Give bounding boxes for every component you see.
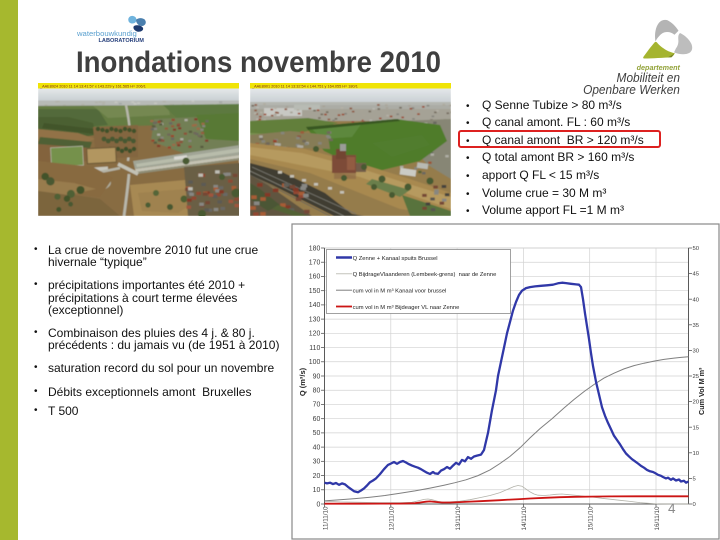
svg-text:Q BijdrageVlaanderen (Lembeek-: Q BijdrageVlaanderen (Lembeek-grens) naa… <box>353 272 497 278</box>
svg-text:50: 50 <box>693 246 700 252</box>
svg-text:180: 180 <box>309 245 321 252</box>
svg-text:0: 0 <box>693 502 697 508</box>
svg-text:13/11/10: 13/11/10 <box>455 506 462 531</box>
svg-text:150: 150 <box>309 288 321 295</box>
svg-text:30: 30 <box>693 349 700 355</box>
svg-text:30: 30 <box>313 459 321 466</box>
svg-text:100: 100 <box>309 359 321 366</box>
svg-text:12/11/10: 12/11/10 <box>389 506 396 531</box>
svg-text:14/11/10: 14/11/10 <box>521 506 528 531</box>
svg-text:40: 40 <box>693 297 700 303</box>
svg-text:0: 0 <box>316 501 320 508</box>
svg-text:11/11/10: 11/11/10 <box>322 506 329 530</box>
svg-text:20: 20 <box>313 473 321 480</box>
svg-text:120: 120 <box>309 331 321 338</box>
svg-text:70: 70 <box>313 402 321 409</box>
svg-text:160: 160 <box>309 274 321 281</box>
svg-text:20: 20 <box>693 400 700 406</box>
svg-text:130: 130 <box>309 316 321 323</box>
svg-text:110: 110 <box>309 345 320 352</box>
svg-text:Q (m³/s): Q (m³/s) <box>298 367 307 396</box>
svg-text:Q Zenne + Kanaal spuits Brusse: Q Zenne + Kanaal spuits Brussel <box>353 256 438 262</box>
svg-text:_AAE8924 2010 11 14 13:41:57: _AAE8924 2010 11 14 13:41:57 x 143.229 y… <box>39 84 146 88</box>
svg-text:Cum Vol M m³: Cum Vol M m³ <box>697 367 706 415</box>
svg-text:40: 40 <box>313 444 321 451</box>
svg-text:50: 50 <box>313 430 321 437</box>
svg-text:10: 10 <box>313 487 321 494</box>
svg-text:170: 170 <box>309 260 321 267</box>
svg-text:25: 25 <box>693 374 700 380</box>
svg-text:10: 10 <box>693 451 700 457</box>
svg-text:cum vol in M m³ Kanaal voor br: cum vol in M m³ Kanaal voor brussel <box>353 289 447 295</box>
svg-text:cum vol in M m³ Bijdeager VL n: cum vol in M m³ Bijdeager VL naar Zenne <box>353 305 460 311</box>
svg-text:16/11/10: 16/11/10 <box>654 506 661 531</box>
svg-text:5: 5 <box>693 477 697 483</box>
svg-text:_AAE8901 2010 11 14 13:32:54: _AAE8901 2010 11 14 13:32:54 x 144.751 y… <box>251 84 358 88</box>
svg-text:45: 45 <box>693 272 700 278</box>
svg-text:15/11/10: 15/11/10 <box>588 506 595 531</box>
svg-text:90: 90 <box>313 373 321 380</box>
svg-text:140: 140 <box>309 302 321 309</box>
svg-text:35: 35 <box>693 323 700 329</box>
svg-text:15: 15 <box>693 425 700 431</box>
svg-text:60: 60 <box>313 416 321 423</box>
svg-text:80: 80 <box>313 388 321 395</box>
